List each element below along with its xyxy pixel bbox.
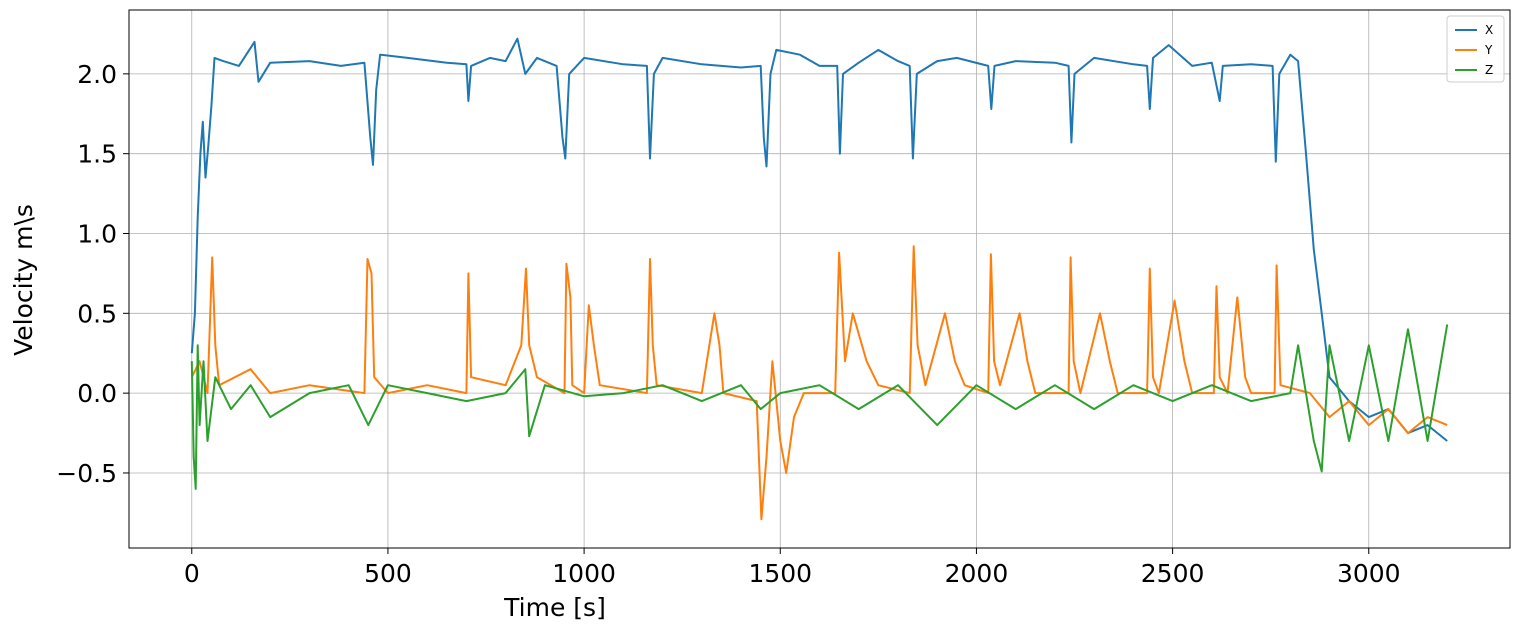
plot-frame <box>128 9 1511 549</box>
x-tick-label: 1500 <box>748 559 812 588</box>
y-tick-label: 2.0 <box>77 60 117 89</box>
x-tick-label: 500 <box>364 559 412 588</box>
legend-label-x: X <box>1485 23 1493 37</box>
y-axis-label: Velocity m\s <box>9 204 38 356</box>
series-layer <box>190 37 1449 521</box>
legend-label-y: Y <box>1484 43 1493 57</box>
series-line-x <box>190 37 1448 442</box>
axis-ticks: 0 500 1000 1500 2000 2500 3000 −0.5 0.0 0.5 1.0 1.5… <box>56 60 1400 588</box>
series-line-z <box>190 324 1449 490</box>
x-tick-label: 2000 <box>945 559 1009 588</box>
y-tick-label: −0.5 <box>56 459 117 488</box>
y-tick-label: 1.5 <box>77 140 117 169</box>
legend: XYZ <box>1446 15 1505 83</box>
y-tick-label: 1.0 <box>77 220 117 249</box>
x-tick-label: 2500 <box>1141 559 1205 588</box>
y-tick-label: 0.5 <box>77 299 117 328</box>
x-tick-label: 0 <box>184 559 200 588</box>
x-axis-label: Time [s] <box>503 593 606 622</box>
x-tick-label: 3000 <box>1337 559 1401 588</box>
legend-label-z: Z <box>1485 63 1493 77</box>
y-tick-label: 0.0 <box>77 379 117 408</box>
x-tick-label: 1000 <box>552 559 616 588</box>
series-line-y <box>190 245 1448 521</box>
